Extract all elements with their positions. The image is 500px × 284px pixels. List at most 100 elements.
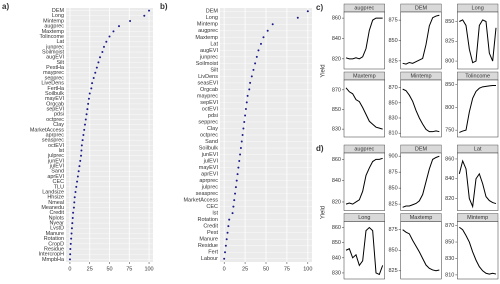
- dot: [234, 186, 237, 189]
- dot: [99, 56, 102, 59]
- y-tick-label: octEVI: [202, 106, 219, 112]
- y-tick-label: 830: [445, 256, 454, 262]
- y-tick-label: mayEVI: [199, 165, 219, 171]
- y-tick-label: octprec: [46, 117, 64, 123]
- dot: [86, 108, 89, 111]
- y-tick-label: Manure: [46, 231, 64, 237]
- line: [402, 155, 440, 208]
- dot: [248, 88, 251, 91]
- x-tick-label: 75: [284, 266, 290, 272]
- y-tick-label: Meanedu: [41, 205, 64, 211]
- y-tick-label: IntercropH: [39, 252, 64, 258]
- y-tick-label: mayEVI: [45, 96, 65, 102]
- y-tick-label: lst: [213, 211, 219, 217]
- dot: [249, 81, 252, 84]
- panel-title: DEM: [415, 146, 428, 152]
- panel-title: Maxtemp: [353, 73, 376, 79]
- y-tick-label: 820: [332, 199, 341, 205]
- plot-frame: [400, 152, 442, 211]
- x-tick-label: 100: [303, 266, 312, 272]
- y-tick-label: 900: [388, 154, 397, 160]
- y-tick-label: 850: [388, 248, 397, 254]
- dot: [95, 66, 98, 69]
- plot-frame: [400, 79, 442, 138]
- y-tick-label: Clay: [53, 122, 64, 128]
- panel-title: Tolincome: [465, 73, 490, 79]
- y-tick-label: Sand: [205, 139, 218, 145]
- panel-title: Maxtemp: [410, 215, 433, 221]
- y-tick-label: Long: [206, 15, 218, 21]
- y-tick-label: 820: [445, 196, 454, 202]
- y-tick-label: Soilbulk: [199, 145, 219, 151]
- dot: [235, 179, 238, 182]
- line: [459, 226, 497, 275]
- y-tick-label: 870: [332, 87, 341, 93]
- y-tick-label: 850: [388, 38, 397, 44]
- y-tick-label: 850: [332, 240, 341, 246]
- dot: [238, 160, 241, 163]
- panel-label: c): [316, 3, 323, 12]
- y-tick-label: junprec: [45, 44, 64, 50]
- y-tick-label: 825: [388, 202, 397, 208]
- dot: [85, 113, 88, 116]
- x-tick-label: 25: [87, 266, 93, 272]
- dot: [243, 120, 246, 123]
- dot: [225, 238, 228, 241]
- y-tick-label: sepEVI: [46, 107, 64, 113]
- y-tick-label: Pest: [207, 230, 218, 236]
- dot: [79, 159, 82, 162]
- y-tick-label: Fert: [208, 250, 218, 256]
- y-tick-label: MmpbHa: [42, 257, 65, 263]
- y-tick-label: Sand: [51, 169, 64, 175]
- line: [459, 84, 496, 133]
- y-tick-label: 850: [332, 107, 341, 113]
- y-tick-label: 840: [445, 176, 454, 182]
- dot: [242, 127, 245, 130]
- y-tick-label: CEC: [53, 179, 65, 185]
- dot: [236, 173, 239, 176]
- y-tick-label: CropD: [48, 241, 64, 247]
- y-tick-label: 820: [332, 56, 341, 62]
- y-tick-label: 810: [445, 272, 454, 278]
- dot: [112, 30, 115, 33]
- dot: [250, 75, 253, 78]
- dot: [296, 16, 299, 19]
- dot: [239, 147, 242, 150]
- y-tick-label: 860: [332, 225, 341, 231]
- y-tick-label: Soilmoist: [196, 61, 219, 67]
- panel-title: Long: [358, 215, 370, 221]
- plot-frame: [457, 221, 499, 280]
- y-axis-label: Yield: [321, 64, 327, 77]
- dot: [224, 244, 227, 247]
- dot: [94, 71, 97, 74]
- plot-frame: [400, 11, 442, 70]
- y-tick-label: 850: [445, 239, 454, 245]
- y-tick-label: 870: [388, 85, 397, 91]
- y-tick-label: 810: [388, 131, 397, 137]
- dot: [252, 68, 255, 71]
- x-tick-label: 0: [68, 266, 71, 272]
- y-tick-label: Soilbulk: [45, 91, 64, 97]
- y-tick-label: FertHa: [47, 86, 65, 92]
- dot: [83, 123, 86, 126]
- dot: [245, 101, 248, 104]
- dot: [76, 175, 79, 178]
- panel-label: d): [316, 144, 324, 153]
- y-tick-label: octprec: [200, 132, 218, 138]
- y-tick-label: 860: [332, 157, 341, 163]
- dot: [259, 42, 262, 45]
- y-tick-label: julEVI: [203, 159, 219, 165]
- dot: [87, 97, 90, 100]
- y-tick-label: mayprec: [43, 70, 64, 76]
- y-tick-label: augprec: [198, 28, 218, 34]
- y-tick-label: aprEVI: [201, 172, 218, 178]
- y-tick-label: aprprec: [199, 178, 218, 184]
- y-tick-label: 830: [332, 270, 341, 276]
- y-tick-label: LiveDens: [41, 81, 64, 87]
- y-tick-label: 860: [445, 156, 454, 162]
- dot: [117, 25, 120, 28]
- dot: [254, 62, 257, 65]
- x-tick-label: 100: [144, 266, 153, 272]
- dot: [92, 76, 95, 79]
- y-tick-label: 825: [388, 58, 397, 64]
